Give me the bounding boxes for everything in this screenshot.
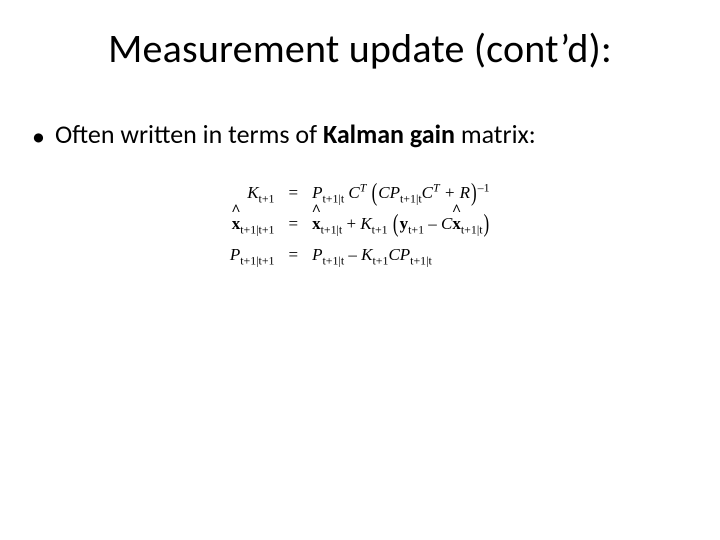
sym-C: C [441,214,452,233]
slide-title: Measurement update (cont’d): [0,24,720,73]
sym-x-hat: x [312,210,321,237]
sym-CP: CP [388,245,410,264]
equals-sign: = [283,178,305,207]
sym-x-hat: x [452,210,461,237]
sym-plus: + [342,214,360,233]
bullet-marker-icon: • [32,123,45,149]
subscript: t+1|t+1 [240,223,274,237]
superscript: T [360,180,367,194]
subscript: t+1 [259,191,275,205]
subscript: t+1|t [400,191,422,205]
sym-K: K [361,245,372,264]
sym-C: C [348,183,359,202]
sym-y: y [400,214,409,233]
superscript: –1 [478,180,490,194]
equations-table: Kt+1 = Pt+1|t CT (CPt+1|tCT + R)–1 xt+1|… [222,176,498,272]
left-paren-icon: ( [392,203,400,244]
sym-P: P [312,245,322,264]
equation-rhs: Pt+1|t – Kt+1CPt+1|t [306,240,496,269]
right-paren-icon: ) [483,203,491,244]
equation-row: Pt+1|t+1 = Pt+1|t – Kt+1CPt+1|t [224,240,496,269]
equation-row: xt+1|t+1 = xt+1|t + Kt+1 (yt+1 – Cxt+1|t… [224,209,496,238]
subscript: t+1|t [321,223,343,237]
equation-rhs: xt+1|t + Kt+1 (yt+1 – Cxt+1|t) [306,209,496,238]
left-paren-icon: ( [371,172,379,213]
right-paren-icon: ) [470,172,478,213]
subscript: t+1 [372,254,388,268]
sym-minus: – [344,245,361,264]
subscript: t+1 [372,223,388,237]
sym-minus: – [424,214,441,233]
sym-CP: CP [378,183,400,202]
subscript: t+1|t [322,191,344,205]
bullet-suffix: matrix: [455,118,536,150]
slide: Measurement update (cont’d): • Often wri… [0,0,720,540]
slide-body: • Often written in terms of Kalman gain … [32,118,688,151]
equation-rhs: Pt+1|t CT (CPt+1|tCT + R)–1 [306,178,496,207]
equation-lhs: xt+1|t+1 [224,209,281,238]
superscript: T [433,180,440,194]
bullet-bold-term: Kalman gain [323,118,455,150]
bullet-prefix: Often written in terms of [55,118,323,150]
sym-x-hat: x [232,210,241,237]
subscript: t+1|t [461,223,483,237]
subscript: t+1|t+1 [240,254,274,268]
sym-K: K [247,183,258,202]
subscript: t+1|t [410,254,432,268]
subscript: t+1|t [322,254,344,268]
equals-sign: = [283,209,305,238]
sym-K: K [360,214,371,233]
bullet-item: • Often written in terms of Kalman gain … [32,118,688,151]
equation-lhs: Pt+1|t+1 [224,240,281,269]
sym-P: P [230,245,240,264]
equations-block: Kt+1 = Pt+1|t CT (CPt+1|tCT + R)–1 xt+1|… [0,176,720,272]
bullet-text: Often written in terms of Kalman gain ma… [55,118,536,151]
sym-C: C [422,183,433,202]
subscript: t+1 [408,223,424,237]
equals-sign: = [283,240,305,269]
